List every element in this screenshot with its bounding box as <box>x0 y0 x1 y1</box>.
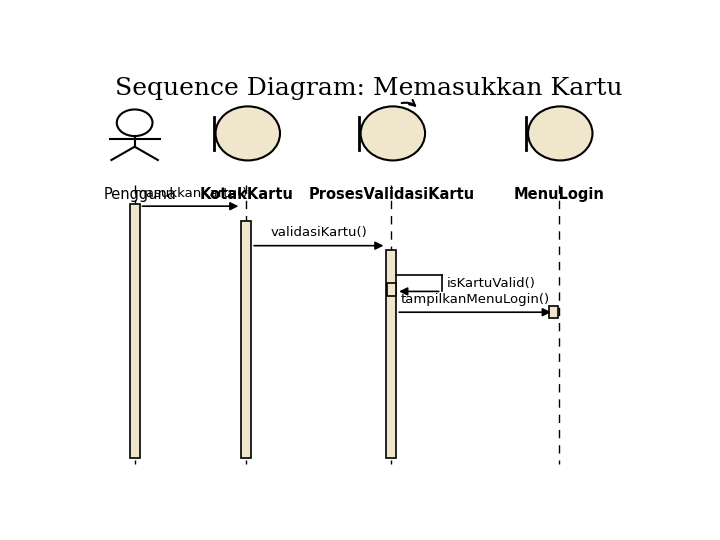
Ellipse shape <box>215 106 280 160</box>
Bar <box>549 306 558 319</box>
Ellipse shape <box>361 106 425 160</box>
Text: MenuLogin: MenuLogin <box>513 187 604 202</box>
Text: tampilkanMenuLogin(): tampilkanMenuLogin() <box>400 293 549 306</box>
Ellipse shape <box>528 106 593 160</box>
Bar <box>387 283 396 295</box>
Text: KotakKartu: KotakKartu <box>199 187 293 202</box>
Text: masukkanKartu(): masukkanKartu() <box>133 186 248 199</box>
Text: isKartuValid(): isKartuValid() <box>447 276 536 289</box>
Bar <box>387 250 396 458</box>
Text: validasiKartu(): validasiKartu() <box>271 226 367 239</box>
Text: ProsesValidasiKartu: ProsesValidasiKartu <box>308 187 474 202</box>
Text: Sequence Diagram: Memasukkan Kartu: Sequence Diagram: Memasukkan Kartu <box>115 77 623 100</box>
Text: Pengguna: Pengguna <box>104 187 177 202</box>
Bar <box>130 204 140 458</box>
Bar <box>241 221 251 458</box>
